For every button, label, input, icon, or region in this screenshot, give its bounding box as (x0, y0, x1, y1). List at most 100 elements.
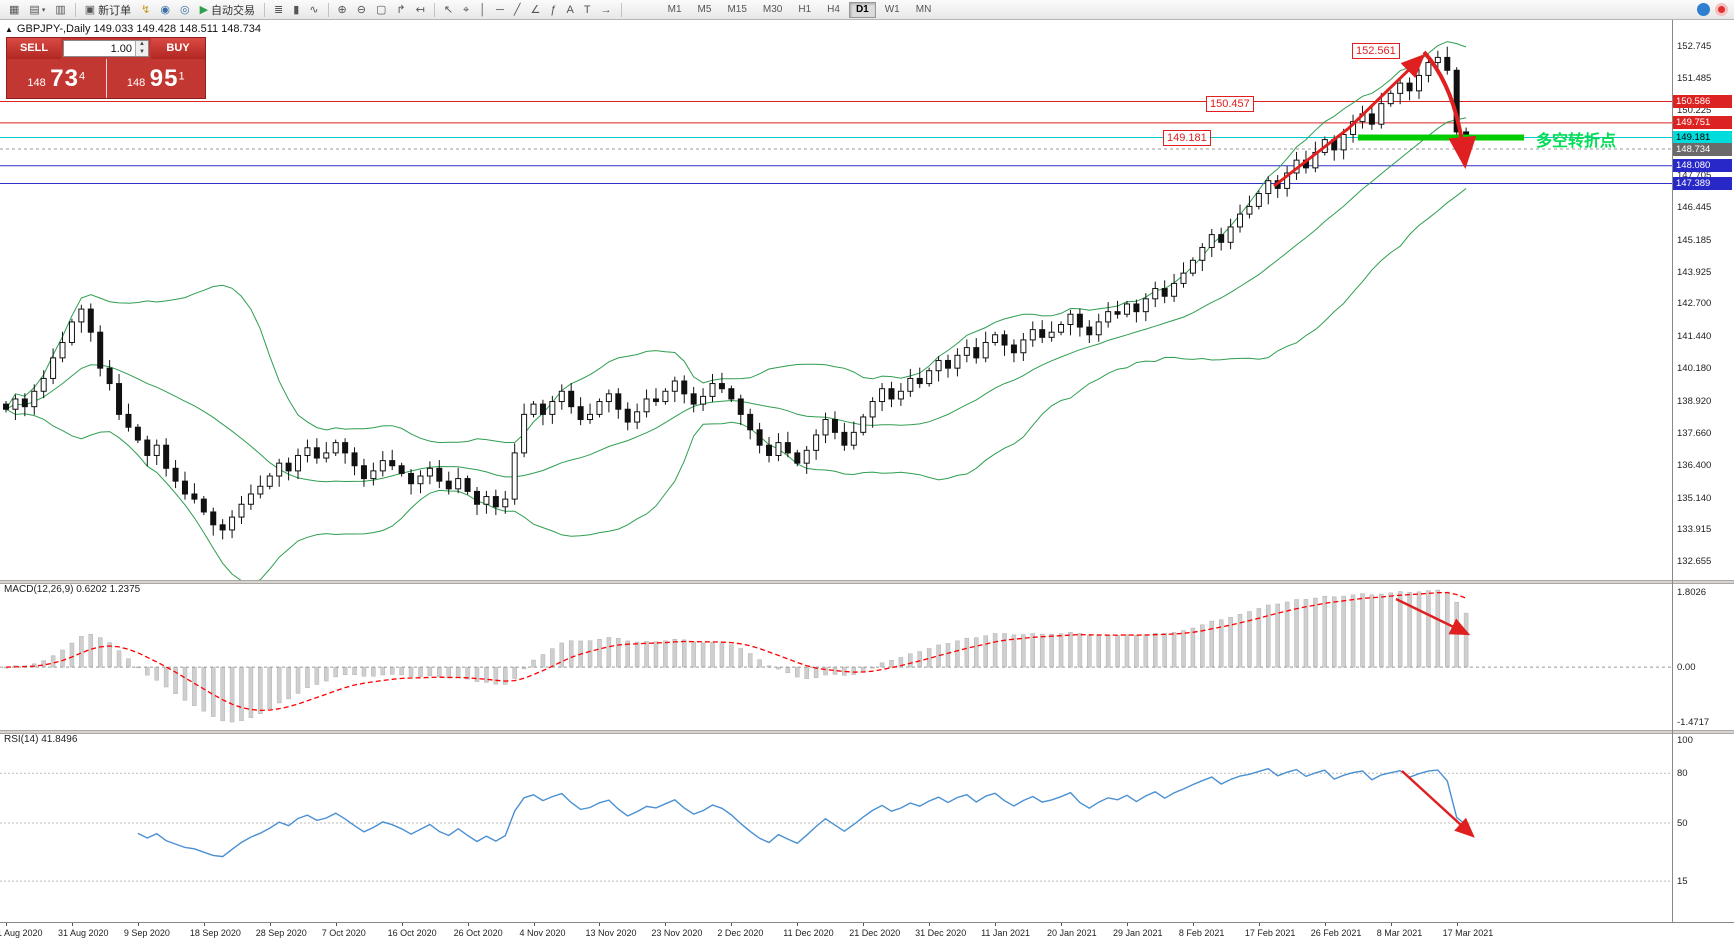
time-axis-label: 31 Dec 2020 (915, 928, 967, 938)
toolbar-separator (264, 2, 266, 17)
candles-mode-button[interactable]: ▮ (289, 1, 303, 19)
time-axis-label: 23 Nov 2020 (651, 928, 703, 938)
volume-field[interactable]: 1.00 ▲ ▼ (63, 40, 149, 57)
time-tick (6, 923, 7, 926)
horizontal-line-tool-button[interactable]: ─ (492, 1, 508, 19)
time-axis-label: 2 Dec 2020 (717, 928, 764, 938)
time-axis-label: 11 Jan 2021 (981, 928, 1030, 938)
toolbar: ▦ ▤ ▾ ▥ ▣ 新订单 ↯ ◉ ◎ ▶ 自动交易 ≣ ▮ ∿ ⊕ ⊖ ▢ ↱ ↤ ↖ ⌖ │ ─ ╱ ∠ ƒ A T → M1 M5 M… (0, 0, 1734, 20)
timeframe-m1[interactable]: M1 (667, 3, 682, 15)
symbol-ohlc-text: GBPJPY-,Daily 149.033 149.428 148.511 14… (16, 23, 261, 35)
time-axis-label: 28 Sep 2020 (255, 928, 307, 938)
time-tick (467, 923, 469, 926)
new-order-label: 新订单 (98, 4, 132, 17)
time-tick (1258, 923, 1260, 926)
toolbar-right (1697, 3, 1728, 16)
record-icon[interactable] (1715, 3, 1728, 16)
time-axis-label: 20 Jan 2021 (1047, 928, 1097, 938)
timeframe-h4[interactable]: H4 (827, 3, 840, 15)
macd-panel[interactable] (0, 582, 1734, 730)
rsi-down-arrow (1401, 770, 1475, 838)
timeframe-d1[interactable]: D1 (848, 1, 876, 18)
time-axis[interactable]: 21 Aug 2020 31 Aug 2020 9 Sep 2020 18 Sep 2… (0, 922, 1734, 941)
data-window-button[interactable]: ◎ (176, 1, 194, 19)
zoom-out-button[interactable]: ⊖ (353, 1, 370, 19)
quotes-window-button[interactable]: ↯ (137, 1, 154, 19)
text-tool-button[interactable]: A (563, 1, 578, 19)
vertical-line-tool-icon: │ (479, 3, 487, 16)
volume-up-icon[interactable]: ▲ (136, 41, 148, 49)
price-axis-label: 147.705 (1677, 169, 1712, 181)
market-watch-icon: ◉ (160, 3, 170, 16)
new-chart-button[interactable]: ▦ (5, 1, 23, 19)
vertical-line-tool-button[interactable]: │ (475, 1, 490, 19)
macd-label: MACD(12,26,9) 0.6202 1.2375 (4, 584, 141, 595)
price-axis-label: 142.700 (1677, 298, 1712, 310)
panel-separator[interactable] (0, 580, 1734, 584)
time-axis-label: 26 Oct 2020 (453, 928, 503, 938)
bollinger-bands (5, 41, 1467, 580)
price-axis-label: 133.915 (1677, 524, 1712, 536)
time-axis-label: 31 Aug 2020 (57, 928, 109, 938)
arrows-tool-button[interactable]: → (597, 1, 616, 19)
horizontal-lines (0, 100, 1672, 185)
time-tick (1324, 923, 1326, 926)
rsi-label: RSI(14) 41.8496 (4, 734, 78, 745)
auto-scroll-button[interactable]: ↱ (392, 1, 409, 19)
buy-button[interactable]: BUY (151, 38, 205, 59)
cursor-tool-button[interactable]: ↖ (440, 1, 457, 19)
timeframe-m30[interactable]: M30 (762, 3, 783, 15)
chart-list-icon: ▥ (55, 3, 66, 16)
rsi-panel[interactable] (0, 732, 1734, 922)
time-tick (731, 923, 733, 926)
price-axis-label: 141.440 (1677, 330, 1712, 342)
timeframe-mn[interactable]: MN (915, 3, 932, 15)
time-axis-label: 26 Feb 2021 (1310, 928, 1362, 938)
channel-tool-button[interactable]: ∠ (527, 1, 545, 19)
sell-button[interactable]: SELL (7, 38, 61, 59)
market-watch-button[interactable]: ◉ (156, 1, 174, 19)
volume-stepper[interactable]: ▲ ▼ (135, 41, 148, 56)
price-axis-border (1672, 20, 1673, 922)
sell-price[interactable]: 148 734 (7, 59, 107, 98)
timeframe-h1[interactable]: H1 (798, 3, 812, 15)
panel-separator[interactable] (0, 730, 1734, 734)
main-chart[interactable] (0, 20, 1734, 580)
line-mode-icon: ∿ (309, 3, 319, 16)
volume-down-icon[interactable]: ▼ (136, 48, 148, 56)
profiles-button[interactable]: ▤ ▾ (25, 1, 49, 19)
trendline-tool-button[interactable]: ╱ (510, 1, 525, 19)
volume-value[interactable]: 1.00 (110, 43, 132, 55)
timeframe-m15[interactable]: M15 (727, 3, 747, 15)
cursor-tool-icon: ↖ (443, 3, 454, 16)
horizontal-line-tool-icon: ─ (496, 3, 504, 16)
chart-shift-button[interactable]: ↤ (412, 1, 429, 19)
timeframe-w1[interactable]: W1 (884, 3, 900, 15)
fibonacci-tool-button[interactable]: ƒ (546, 1, 560, 19)
time-axis-label: 8 Feb 2021 (1178, 928, 1225, 938)
time-tick (995, 923, 997, 926)
channel-tool-icon: ∠ (530, 3, 541, 16)
bars-mode-button[interactable]: ≣ (270, 1, 287, 19)
auto-trading-button[interactable]: ▶ 自动交易 (196, 1, 259, 19)
toolbar-separator (74, 2, 76, 17)
line-mode-button[interactable]: ∿ (305, 1, 322, 19)
zoom-in-button[interactable]: ⊕ (334, 1, 351, 19)
time-axis-label: 21 Dec 2020 (849, 928, 901, 938)
crosshair-tool-button[interactable]: ⌖ (459, 1, 473, 19)
time-tick (71, 923, 73, 926)
time-axis-label: 17 Mar 2021 (1442, 928, 1494, 938)
chart-list-button[interactable]: ▥ (51, 1, 69, 19)
time-axis-label: 29 Jan 2021 (1112, 928, 1163, 938)
collapse-arrow-icon[interactable]: ▲ (5, 25, 13, 34)
new-order-button[interactable]: ▣ 新订单 (81, 1, 135, 19)
tile-windows-button[interactable]: ▢ (372, 1, 390, 19)
blue-app-icon[interactable] (1697, 3, 1710, 16)
time-axis-label: 21 Aug 2020 (0, 928, 43, 938)
buy-price[interactable]: 148 951 (107, 59, 206, 98)
price-axis-label: 145.185 (1677, 234, 1712, 246)
timeframe-m5[interactable]: M5 (697, 3, 712, 15)
label-tool-button[interactable]: T (580, 1, 595, 19)
price-axis-label: 152.745 (1677, 40, 1712, 52)
